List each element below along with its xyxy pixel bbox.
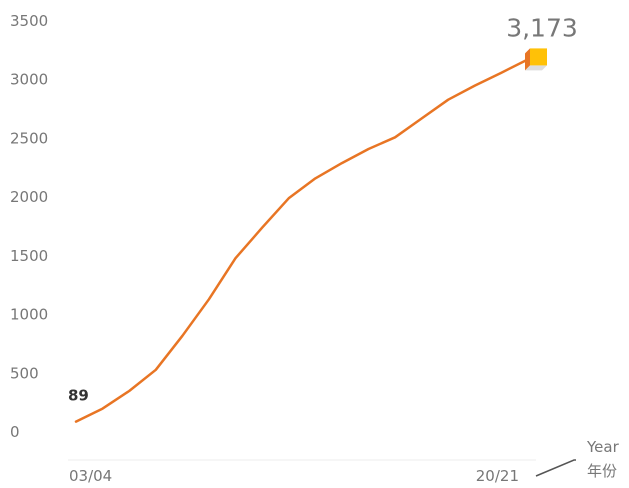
y-tick-label: 1500	[10, 247, 48, 265]
x-axis-pointer	[535, 459, 576, 477]
last-value-label: 3,173	[506, 13, 578, 42]
series-line	[74, 58, 530, 423]
series-layer	[74, 48, 547, 423]
x-axis-name-english: Year	[586, 438, 620, 456]
y-tick-label: 1000	[10, 306, 48, 324]
end-marker-side	[525, 48, 530, 71]
y-tick-label: 2500	[10, 129, 48, 147]
x-tick-label: 20/21	[476, 467, 519, 485]
first-value-label: 89	[68, 387, 89, 405]
y-axis-ticks: 0 500 1000 1500 2000 2500 3000 3500	[10, 12, 48, 441]
x-tick-label: 03/04	[69, 467, 112, 485]
y-tick-label: 0	[10, 423, 20, 441]
end-marker	[530, 48, 547, 66]
x-axis: 03/04 20/21 Year 年份	[68, 438, 620, 485]
data-labels: 89 3,173	[68, 13, 578, 404]
y-tick-label: 3500	[10, 12, 48, 30]
y-tick-label: 500	[10, 364, 39, 382]
y-tick-label: 3000	[10, 71, 48, 89]
end-marker-shadow	[525, 65, 547, 71]
y-tick-label: 2000	[10, 188, 48, 206]
x-axis-name-chinese: 年份	[587, 462, 617, 480]
